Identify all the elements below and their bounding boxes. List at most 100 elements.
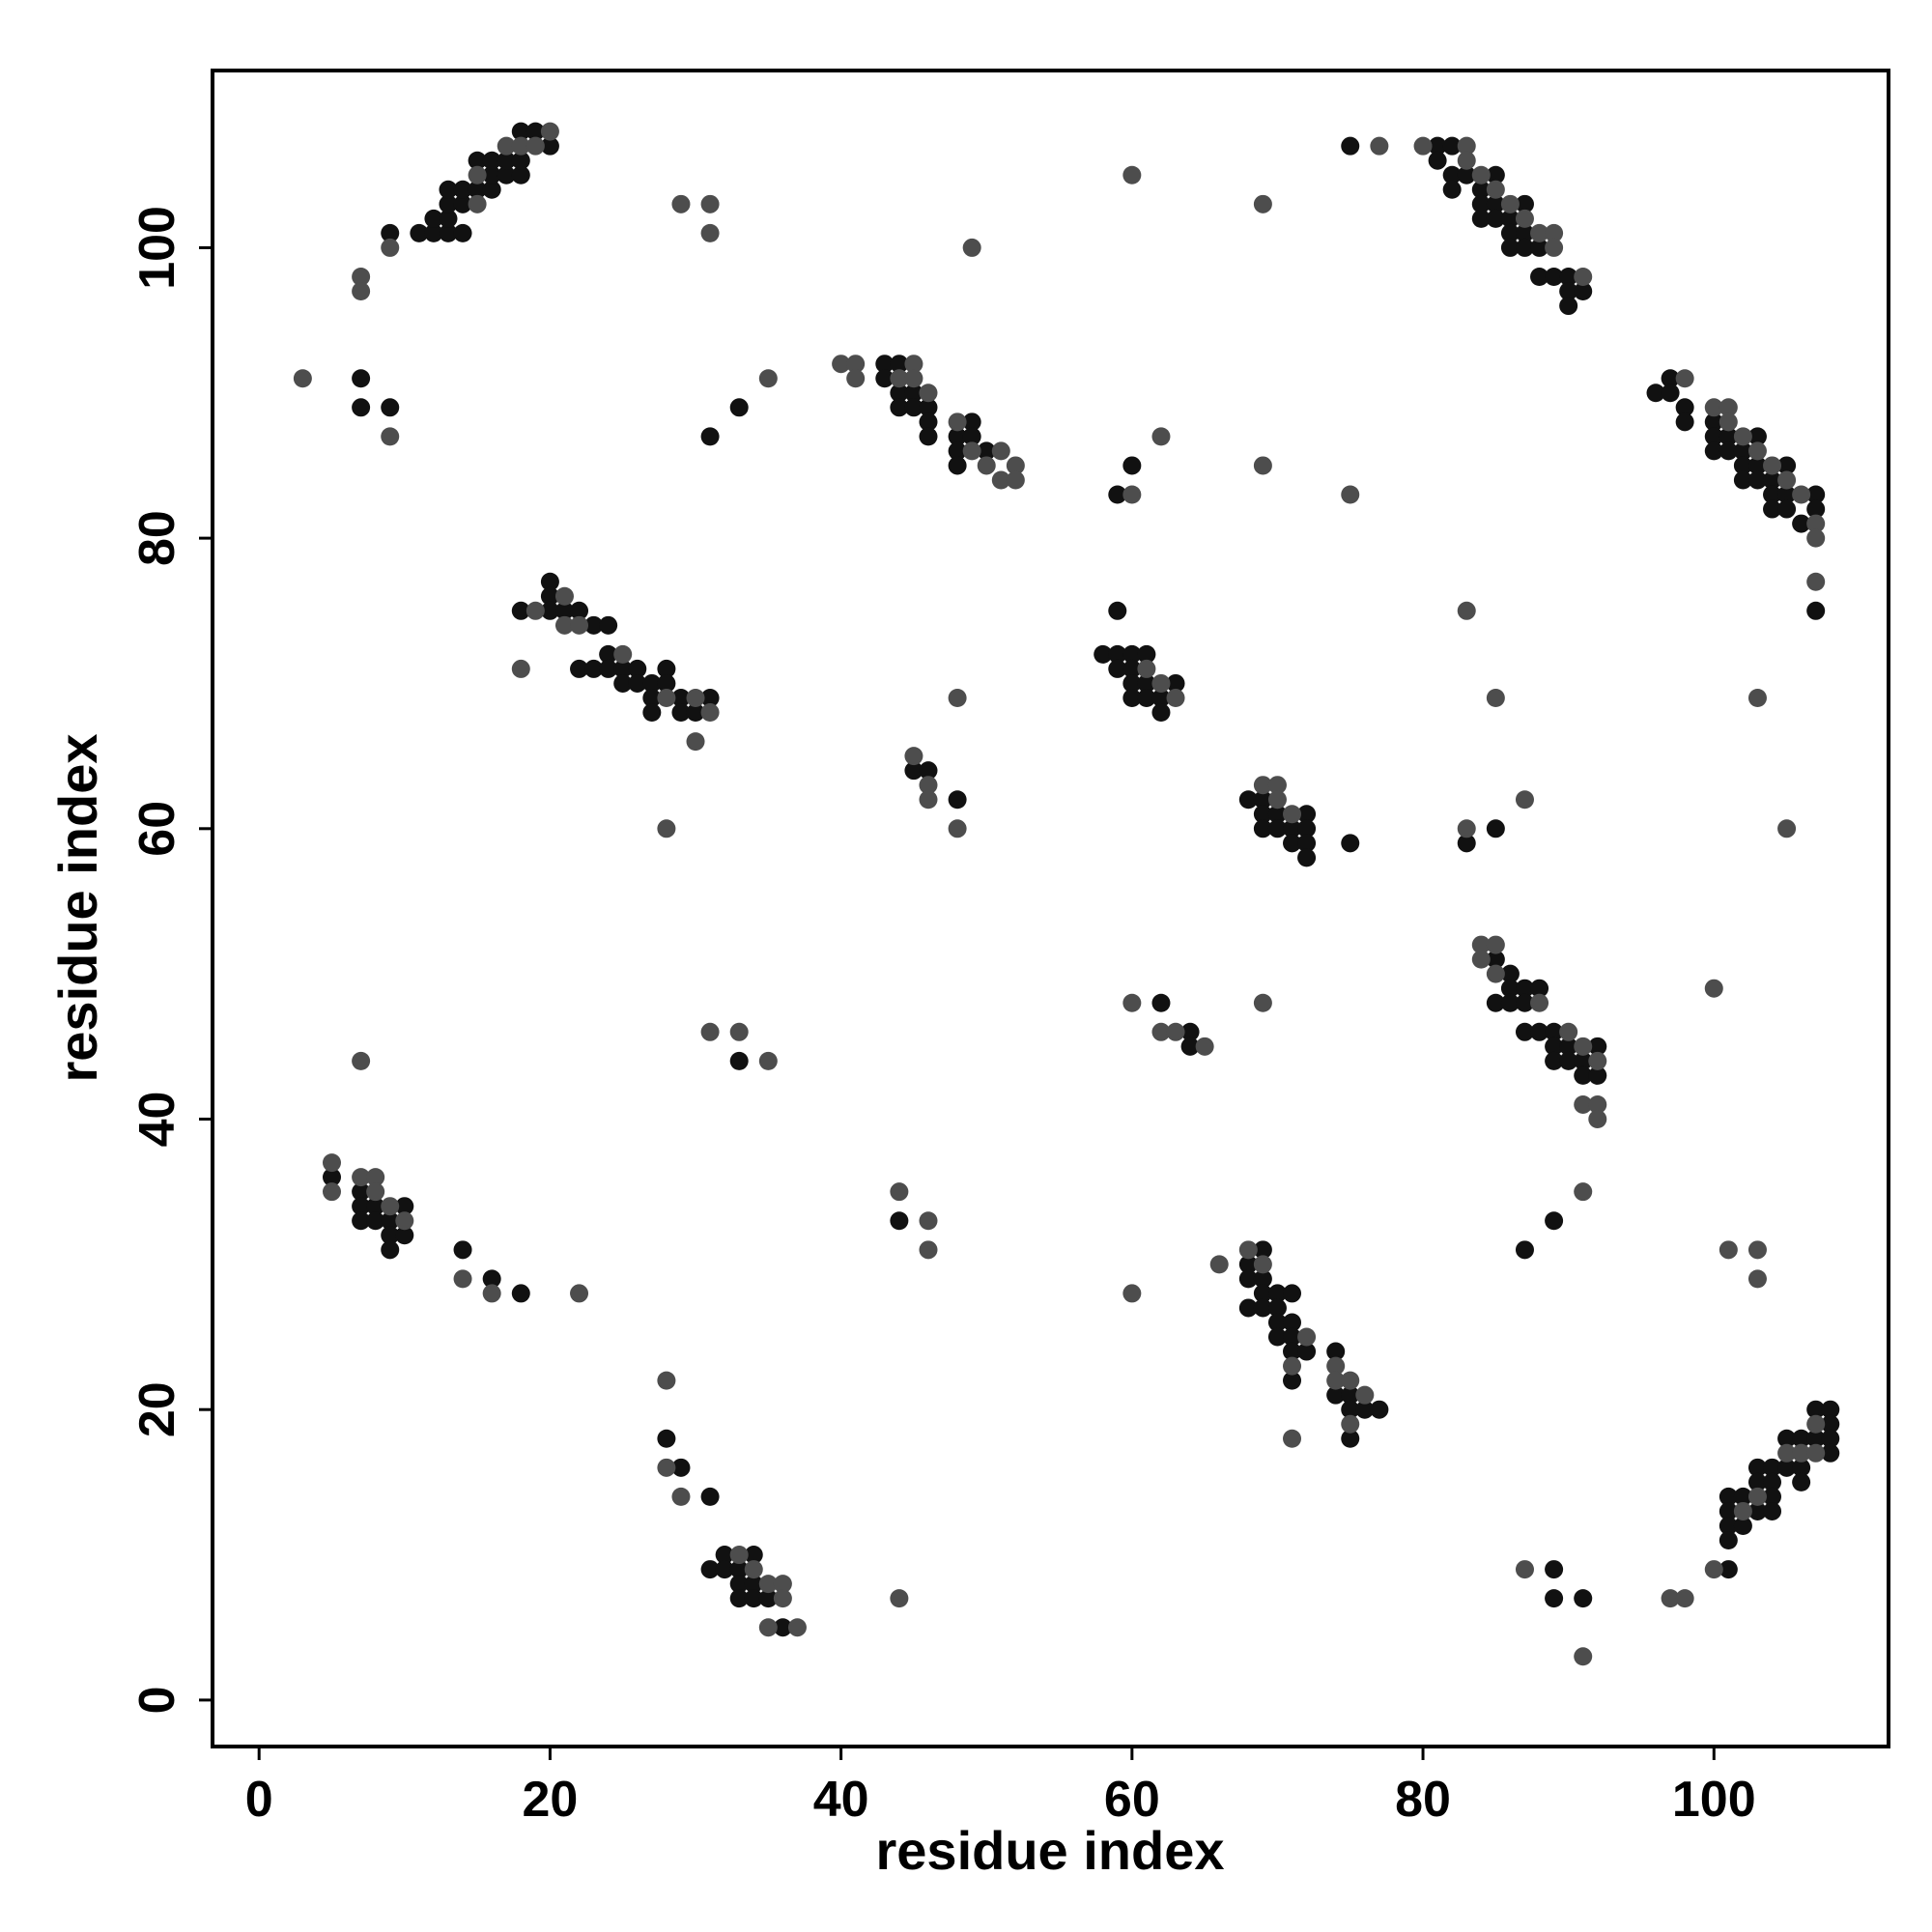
point xyxy=(381,1211,400,1231)
point xyxy=(1283,819,1302,838)
point xyxy=(352,369,371,388)
point xyxy=(1545,1560,1564,1579)
point xyxy=(1574,1065,1593,1085)
point xyxy=(1297,819,1317,838)
point xyxy=(1355,1385,1375,1405)
point xyxy=(613,673,633,693)
point xyxy=(1763,470,1782,490)
point xyxy=(1442,165,1462,185)
point xyxy=(1341,136,1360,156)
point xyxy=(1821,1400,1840,1419)
point xyxy=(1500,238,1520,257)
point xyxy=(381,427,400,446)
point xyxy=(686,703,705,723)
point xyxy=(511,1284,530,1303)
point xyxy=(1151,703,1171,723)
point xyxy=(526,122,545,141)
point xyxy=(1747,1458,1767,1477)
point xyxy=(962,238,981,257)
point xyxy=(1341,1429,1360,1448)
point xyxy=(381,1197,400,1216)
point xyxy=(526,601,545,620)
point xyxy=(1545,1022,1564,1041)
point xyxy=(1108,601,1127,620)
point xyxy=(1471,935,1491,954)
point xyxy=(1428,136,1447,156)
point xyxy=(919,384,938,403)
point xyxy=(1283,1429,1302,1448)
point xyxy=(1267,1298,1287,1318)
point xyxy=(642,688,662,707)
x-axis-title: residue index xyxy=(875,1820,1224,1881)
point xyxy=(1500,979,1520,998)
point xyxy=(758,1618,778,1637)
point xyxy=(657,1371,676,1390)
point xyxy=(1297,1327,1317,1347)
point xyxy=(758,369,778,388)
point xyxy=(1559,282,1578,301)
point xyxy=(919,398,938,417)
point xyxy=(1747,1240,1767,1260)
point xyxy=(1704,1560,1723,1579)
point xyxy=(758,1589,778,1608)
point xyxy=(1574,1051,1593,1070)
point xyxy=(1792,1429,1811,1448)
point xyxy=(453,223,472,242)
point xyxy=(1574,1589,1593,1608)
point xyxy=(1253,1255,1272,1274)
point xyxy=(1267,790,1287,810)
point xyxy=(904,384,923,403)
point xyxy=(352,1182,371,1202)
point xyxy=(1574,282,1593,301)
point xyxy=(1545,1037,1564,1056)
point xyxy=(1297,805,1317,824)
point xyxy=(773,1589,792,1608)
point xyxy=(890,1182,909,1202)
point xyxy=(1108,659,1127,678)
point xyxy=(352,1168,371,1187)
point xyxy=(1166,688,1185,707)
point xyxy=(1747,456,1767,475)
point xyxy=(1457,151,1476,170)
point xyxy=(657,1429,676,1448)
point xyxy=(1792,1472,1811,1492)
point xyxy=(482,180,501,199)
point xyxy=(1253,790,1272,810)
point xyxy=(1559,297,1578,316)
point xyxy=(1719,1531,1738,1550)
point xyxy=(1530,993,1549,1012)
point xyxy=(1792,514,1811,533)
point xyxy=(729,1022,749,1041)
point xyxy=(1006,456,1025,475)
point xyxy=(1486,194,1505,213)
point xyxy=(1166,673,1185,693)
point xyxy=(1545,223,1564,242)
point xyxy=(1747,1487,1767,1506)
point xyxy=(686,732,705,752)
point xyxy=(1792,485,1811,504)
point xyxy=(700,688,720,707)
point xyxy=(352,1211,371,1231)
point xyxy=(657,659,676,678)
point xyxy=(1122,659,1142,678)
point xyxy=(1806,601,1826,620)
point xyxy=(1195,1037,1214,1056)
point xyxy=(700,1560,720,1579)
point xyxy=(729,1589,749,1608)
point xyxy=(1283,1342,1302,1361)
point xyxy=(1675,398,1694,417)
point xyxy=(1704,398,1723,417)
point xyxy=(671,703,691,723)
point xyxy=(1733,470,1752,490)
point xyxy=(1209,1255,1229,1274)
point xyxy=(787,1618,807,1637)
point xyxy=(1792,1443,1811,1463)
point xyxy=(540,586,559,606)
y-tick-label: 100 xyxy=(129,206,185,290)
point xyxy=(540,122,559,141)
point xyxy=(1545,1589,1564,1608)
point xyxy=(468,151,487,170)
point xyxy=(1777,456,1797,475)
point xyxy=(890,384,909,403)
point xyxy=(381,398,400,417)
